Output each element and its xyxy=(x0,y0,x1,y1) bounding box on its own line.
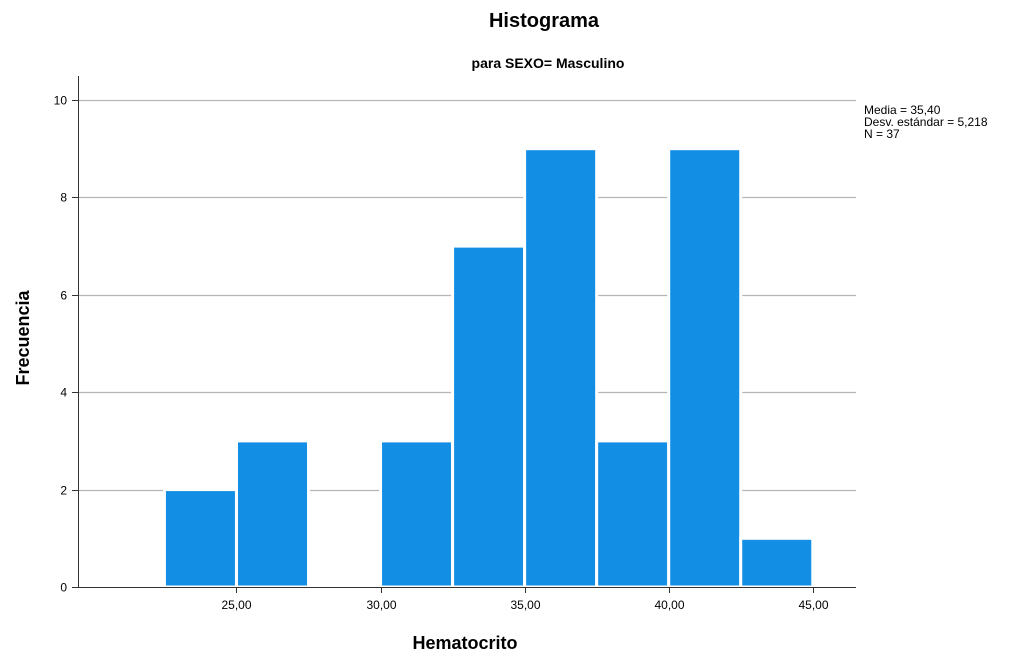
x-tick-label: 30,00 xyxy=(366,598,396,612)
x-tick-label: 40,00 xyxy=(654,598,684,612)
x-tick-label: 25,00 xyxy=(221,598,251,612)
histogram-bar xyxy=(595,439,671,589)
chart-subtitle: para SEXO= Masculino xyxy=(472,55,625,71)
histogram-bar xyxy=(379,439,455,589)
bars xyxy=(162,147,815,589)
y-axis-title: Frecuencia xyxy=(13,289,33,385)
y-tick-label: 2 xyxy=(60,484,67,498)
y-tick-label: 6 xyxy=(60,289,67,303)
histogram-bar xyxy=(162,488,238,589)
histogram-bar xyxy=(451,244,527,589)
y-tick-label: 0 xyxy=(60,581,67,595)
histogram-bar xyxy=(739,536,815,589)
x-tick-label: 35,00 xyxy=(510,598,540,612)
stat-media: Media = 35,40 xyxy=(864,103,941,117)
x-tick-label: 45,00 xyxy=(798,598,828,612)
tick-labels: 0 2 4 6 8 10 25,00 30,00 35,00 40,00 45,00 xyxy=(54,94,829,613)
axes xyxy=(72,76,856,593)
y-tick-label: 8 xyxy=(60,191,67,205)
histogram-bar xyxy=(523,147,599,589)
chart-title: Histograma xyxy=(489,10,600,32)
y-tick-label: 10 xyxy=(54,94,68,108)
histogram-bar xyxy=(667,147,743,589)
statistics-box: Media = 35,40 Desv. estándar = 5,218 N =… xyxy=(864,103,988,141)
histogram-bar xyxy=(234,439,311,589)
stat-desv: Desv. estándar = 5,218 xyxy=(864,115,988,129)
y-tick-label: 4 xyxy=(60,386,67,400)
x-axis-title: Hematocrito xyxy=(412,633,517,653)
stat-n: N = 37 xyxy=(864,127,900,141)
